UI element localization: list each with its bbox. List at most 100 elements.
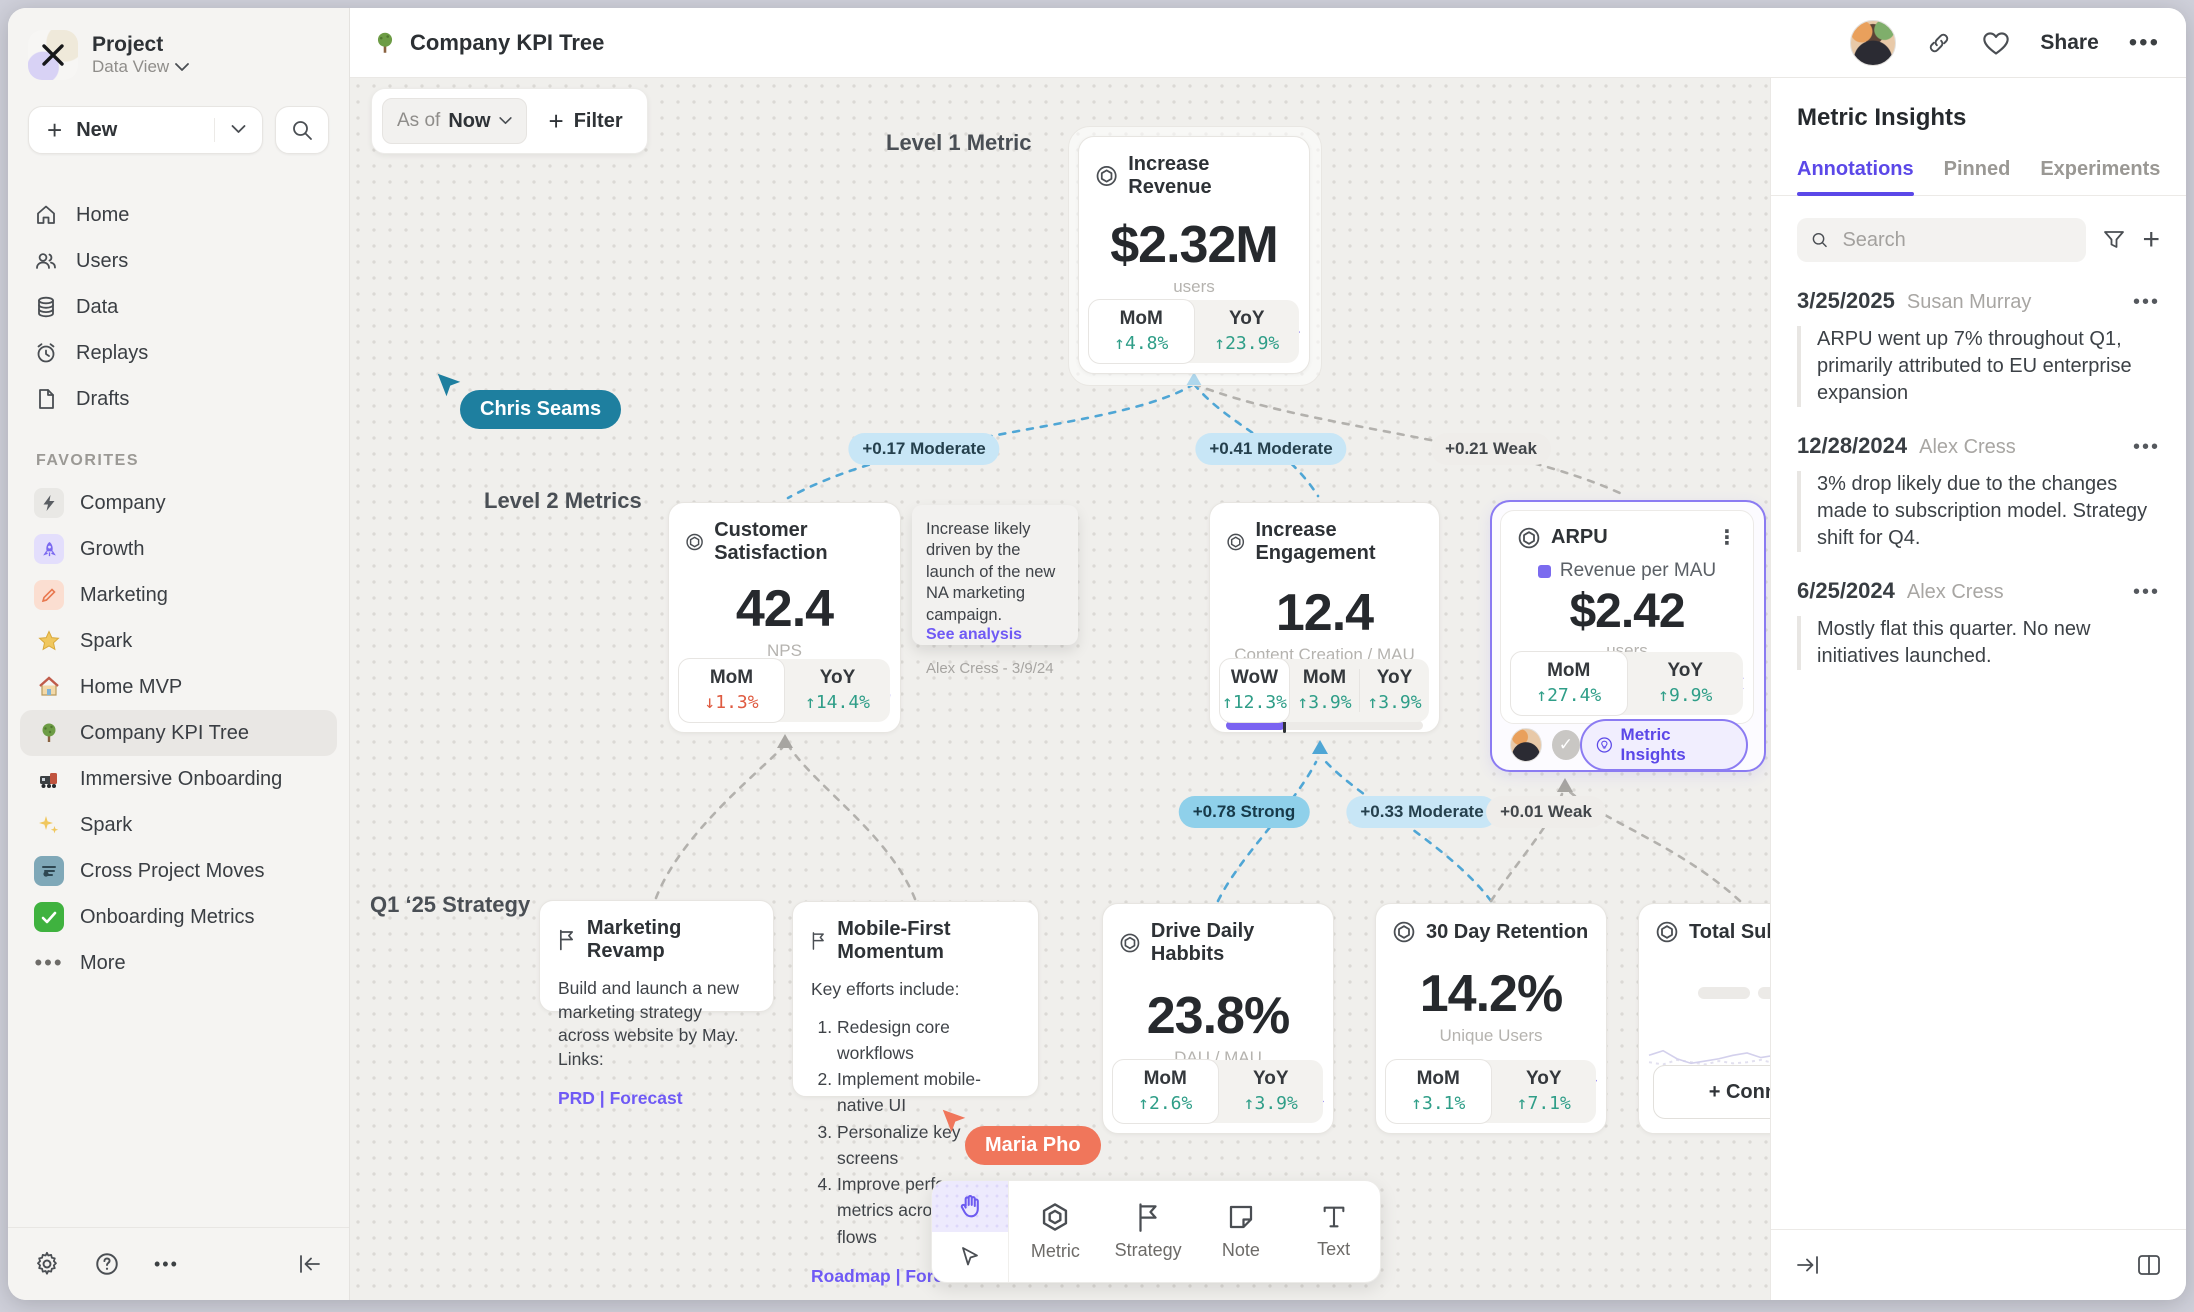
card-menu-icon[interactable]: ⋮	[1717, 527, 1737, 549]
favorite-home-mvp[interactable]: Home MVP	[20, 664, 337, 710]
strategy-card-marketing-revamp[interactable]: Marketing Revamp Build and launch a new …	[539, 900, 774, 1108]
view-selector[interactable]: Data View	[92, 57, 190, 77]
stat-mom: MoM ↑2.6%	[1112, 1059, 1219, 1124]
project-switcher[interactable]: Project Data View	[28, 30, 329, 80]
strategy-intro: Key efforts include:	[811, 979, 960, 999]
settings-gear-icon[interactable]	[34, 1251, 60, 1277]
stat-mom: MoM ↑3.9%	[1297, 667, 1352, 713]
tab-annotations[interactable]: Annotations	[1797, 158, 1914, 196]
metric-tool-button[interactable]: Metric	[1009, 1181, 1102, 1282]
annotation-menu-icon[interactable]: •••	[2132, 581, 2160, 603]
note-tool-button[interactable]: Note	[1195, 1181, 1288, 1282]
search-input[interactable]	[1840, 227, 2073, 253]
metric-card-arpu-selected[interactable]: ARPU ⋮ Revenue per MAU $2.42 users MoM ↑27…	[1490, 500, 1766, 772]
strategy-tool-button[interactable]: Strategy	[1102, 1181, 1195, 1282]
check-icon	[34, 902, 64, 932]
annotation-text: Mostly flat this quarter. No new initiat…	[1797, 616, 2160, 670]
strategy-links[interactable]: PRD | Forecast	[558, 1087, 683, 1108]
sidebar-item-home[interactable]: Home	[8, 192, 349, 238]
tab-pinned[interactable]: Pinned	[1943, 158, 2011, 180]
chevron-down-icon	[498, 117, 512, 125]
replay-clock-icon	[37, 343, 55, 363]
strategy-card-mobile-first-momentum[interactable]: Mobile-First Momentum Key efforts includ…	[792, 901, 1039, 1286]
copy-link-icon[interactable]	[1926, 30, 1952, 56]
user-avatar[interactable]	[1850, 19, 1897, 66]
annotation-menu-icon[interactable]: •••	[2132, 436, 2160, 458]
document-title: Company KPI Tree	[372, 30, 604, 56]
sidebar-item-users[interactable]: Users	[8, 238, 349, 284]
share-button[interactable]: Share	[2040, 30, 2099, 54]
tree-icon	[34, 718, 64, 748]
flag-icon	[812, 932, 824, 950]
split-view-icon[interactable]	[2136, 1253, 2162, 1277]
view-name: Data View	[92, 57, 170, 77]
metric-card-customer-satisfaction[interactable]: Customer Satisfaction 42.4 NPS MoM ↓1.3% …	[668, 502, 901, 733]
favorite-company-kpi-tree[interactable]: Company KPI Tree	[20, 710, 337, 756]
workspace-logo	[28, 30, 78, 80]
favorite-label: Home MVP	[80, 675, 183, 698]
sidebar-item-data[interactable]: Data	[8, 284, 349, 330]
plus-icon: +	[47, 114, 63, 145]
tab-experiments[interactable]: Experiments	[2040, 158, 2161, 180]
annotation-item[interactable]: 6/25/2024 Alex Cress ••• Mostly flat thi…	[1771, 552, 2186, 670]
metric-card-arpu[interactable]: ARPU ⋮ Revenue per MAU $2.42 users MoM ↑27…	[1500, 510, 1754, 724]
hand-tool-button[interactable]	[932, 1181, 1008, 1232]
sidebar-item-replays[interactable]: Replays	[8, 330, 349, 376]
annotation-item[interactable]: 12/28/2024 Alex Cress ••• 3% drop likely…	[1771, 407, 2186, 552]
kpi-tree-canvas[interactable]: As of Now + Filter Level 1 Metric Level …	[350, 78, 1770, 1300]
annotation-note-card[interactable]: Increase likely driven by the launch of …	[912, 505, 1078, 677]
annotation-menu-icon[interactable]: •••	[2132, 291, 2160, 313]
stat-bar: MoM ↑27.4% YoY ↑9.9%	[1510, 651, 1743, 716]
favorite-immersive-onboarding[interactable]: Immersive Onboarding	[20, 756, 337, 802]
sidebar-more-icon[interactable]: •••	[154, 1253, 179, 1274]
text-icon	[1323, 1206, 1345, 1228]
new-dropdown-chevron[interactable]	[215, 121, 262, 139]
as-of-selector[interactable]: As of Now	[382, 98, 527, 144]
favorite-heart-icon[interactable]	[1982, 30, 2010, 56]
favorites-more[interactable]: ••• More	[20, 940, 337, 986]
favorite-cross-project-moves[interactable]: Cross Project Moves	[20, 848, 337, 894]
annotation-search[interactable]	[1797, 218, 2087, 262]
sidebar-nav: Home Users Data Replays Drafts	[8, 192, 349, 422]
text-tool-button[interactable]: Text	[1287, 1181, 1380, 1282]
metric-card-drive-daily-habbits[interactable]: Drive Daily Habbits 23.8% DAU / MAU MoM ↑…	[1102, 903, 1334, 1134]
metric-value: 23.8%	[1146, 987, 1290, 1045]
favorite-company[interactable]: Company	[20, 480, 337, 526]
metric-insights-button[interactable]: Metric Insights	[1579, 719, 1748, 771]
favorite-spark-2[interactable]: Spark	[20, 802, 337, 848]
annotation-item[interactable]: 3/25/2025 Susan Murray ••• ARPU went up …	[1771, 262, 2186, 407]
metric-card-increase-revenue[interactable]: Increase Revenue $2.32M users MoM ↑4.8% Y…	[1078, 136, 1310, 374]
cursor-name-tag: Maria Pho	[965, 1126, 1101, 1165]
help-icon[interactable]	[94, 1251, 120, 1277]
favorite-marketing[interactable]: Marketing	[20, 572, 337, 618]
swirl-icon	[34, 856, 64, 886]
search-button[interactable]	[275, 106, 329, 154]
favorite-growth[interactable]: Growth	[20, 526, 337, 572]
favorite-spark[interactable]: Spark	[20, 618, 337, 664]
metric-card-30-day-retention[interactable]: 30 Day Retention 14.2% Unique Users MoM ↑…	[1375, 903, 1607, 1134]
add-filter-button[interactable]: + Filter	[549, 106, 623, 137]
metric-value: 42.4	[735, 580, 834, 638]
see-analysis-link[interactable]: See analysis	[926, 626, 1023, 644]
stat-mom: MoM ↓1.3%	[678, 658, 785, 723]
collapse-panel-icon[interactable]	[1795, 1254, 1821, 1276]
favorite-onboarding-metrics[interactable]: Onboarding Metrics	[20, 894, 337, 940]
cursor-arrow-icon	[962, 1246, 978, 1266]
collaborator-cursor-chris: Chris Seams	[437, 373, 622, 429]
sidebar-item-drafts[interactable]: Drafts	[8, 376, 349, 422]
collapse-sidebar-icon[interactable]	[297, 1253, 323, 1275]
favorite-label: Marketing	[80, 583, 168, 606]
metric-insights-panel: Metric Insights Annotations Pinned Exper…	[1770, 78, 2186, 1300]
metric-card-total-subscriptions[interactable]: Total Subscript + Connec	[1638, 903, 1770, 1134]
header-more-icon[interactable]: •••	[2128, 28, 2160, 56]
metric-card-increase-engagement[interactable]: Increase Engagement 12.4 Content Creatio…	[1209, 502, 1440, 733]
new-button[interactable]: + New	[28, 106, 263, 154]
connect-data-button[interactable]: + Connec	[1653, 1065, 1770, 1119]
filter-funnel-icon[interactable]	[2102, 228, 2126, 252]
select-tool-button[interactable]	[932, 1232, 1008, 1283]
nav-label: Data	[76, 295, 119, 318]
canvas-toolbox: Metric Strategy Note Text	[931, 1180, 1381, 1283]
metric-target-icon	[1096, 166, 1117, 186]
favorite-label: Onboarding Metrics	[80, 905, 255, 928]
